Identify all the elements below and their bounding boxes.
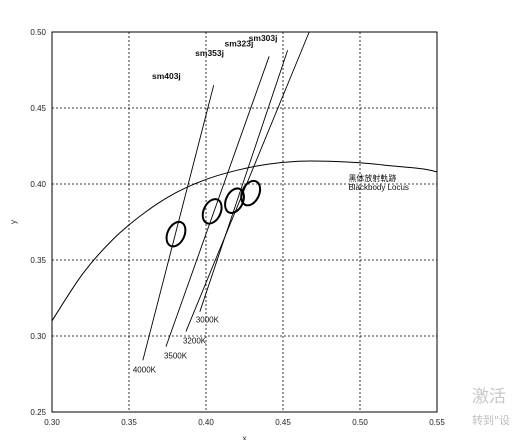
y-axis-label: y (9, 220, 18, 224)
blackbody-locus-label-en: Blackbody Locus (348, 183, 408, 192)
y-tick-label: 0.45 (30, 104, 46, 113)
blackbody-locus-label-cn: 黑体放射軌跡 (348, 173, 396, 183)
macadam-ellipse-sm403j (165, 220, 187, 248)
ellipse-label-sm323j: sm323j (224, 39, 253, 49)
x-tick-label: 0.35 (121, 418, 137, 427)
ellipse-label-sm303j: sm303j (249, 33, 278, 43)
plot-frame (51, 31, 438, 413)
grid (52, 32, 437, 412)
x-tick-label: 0.30 (44, 418, 60, 427)
watermark-goto-settings: 转到"设 (472, 414, 511, 427)
isotherm-line-3500K (165, 56, 270, 347)
macadam-ellipse-sm303j (240, 179, 262, 207)
ellipse-label-sm353j: sm353j (195, 48, 224, 58)
macadam-ellipse-sm323j (224, 187, 245, 214)
isotherm-label-3500K: 3500K (164, 352, 188, 361)
x-tick-label: 0.40 (198, 418, 214, 427)
ellipse-label-sm403j: sm403j (152, 71, 181, 81)
isotherm-label-3200K: 3200K (183, 336, 207, 345)
y-tick-label: 0.25 (30, 408, 46, 417)
isotherm-line-3000K (199, 50, 289, 312)
watermark-activate: 激活 (472, 387, 506, 407)
y-tick-label: 0.50 (30, 28, 46, 37)
x-tick-label: 0.55 (429, 418, 445, 427)
macadam-ellipse-sm353j (201, 198, 223, 225)
x-axis-label: x (243, 434, 247, 440)
isotherm-line-3200K (185, 31, 310, 332)
series-layer: 4000K 3500K 3200K 3000K sm403j sm353jsm323jsm… (51, 31, 438, 374)
x-tick-label: 0.50 (352, 418, 368, 427)
y-tick-label: 0.35 (30, 256, 46, 265)
isotherm-label-3000K: 3000K (196, 316, 220, 325)
y-tick-label: 0.30 (30, 332, 46, 341)
y-tick-label: 0.40 (30, 180, 46, 189)
x-tick-label: 0.45 (275, 418, 291, 427)
isotherm-label-4000K: 4000K (133, 365, 157, 374)
axis-ticks: 0.30 0.35 0.40 0.45 0.50 0.550.250.300.350.40… (30, 28, 445, 427)
blackbody-locus-curve (51, 160, 438, 322)
